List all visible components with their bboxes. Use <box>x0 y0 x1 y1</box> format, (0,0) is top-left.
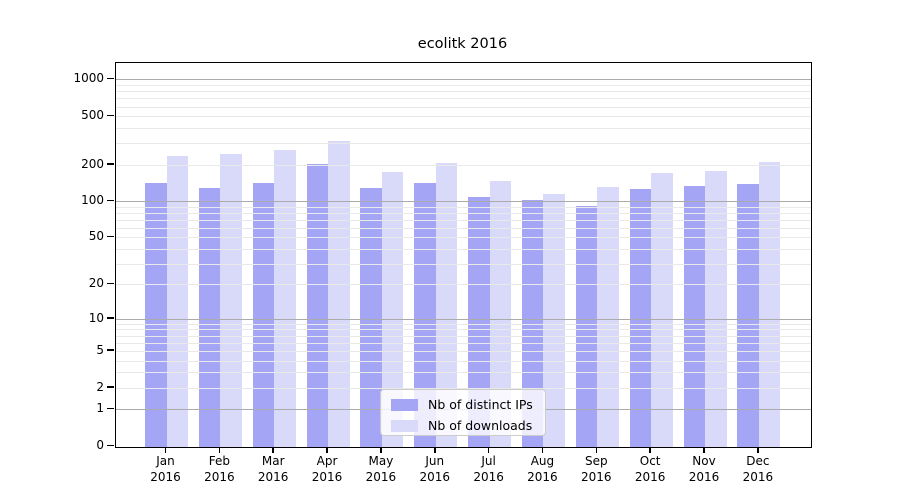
legend-item-downloads: Nb of downloads <box>391 416 545 435</box>
x-tick-label: Sep 2016 <box>581 454 612 484</box>
bar-distinct-ips <box>629 189 652 447</box>
x-tick-label: May 2016 <box>365 454 397 484</box>
bar-downloads <box>597 187 619 447</box>
bar-downloads <box>166 155 188 447</box>
bar-distinct-ips <box>575 206 598 447</box>
bar-downloads <box>435 162 458 447</box>
x-tick-mark <box>380 447 382 453</box>
legend-label: Nb of distinct IPs <box>428 397 533 412</box>
legend: Nb of distinct IPs Nb of downloads <box>380 389 546 436</box>
y-tick-label: 500 <box>81 108 104 123</box>
bar-downloads <box>489 180 512 447</box>
bar-downloads <box>274 149 296 447</box>
y-tick-label: 0 <box>96 438 104 452</box>
x-tick-label: Jan 2016 <box>150 454 181 484</box>
bar-downloads <box>220 153 242 447</box>
bar-distinct-ips <box>414 182 436 447</box>
bar-distinct-ips <box>683 185 705 447</box>
bar-distinct-ips <box>198 187 221 447</box>
y-tick-mark <box>107 386 114 388</box>
legend-swatch <box>391 419 418 432</box>
y-tick-mark <box>107 349 114 351</box>
bar-distinct-ips <box>145 182 167 447</box>
y-tick-mark <box>107 199 114 202</box>
y-tick-mark <box>107 407 114 410</box>
x-tick-mark <box>218 447 221 453</box>
y-tick-label: 1000 <box>73 71 104 86</box>
bar-downloads <box>381 172 404 447</box>
x-tick-mark <box>164 447 167 453</box>
y-tick-label: 50 <box>88 229 104 244</box>
bar-downloads <box>543 193 565 447</box>
y-tick-label: 5 <box>96 342 104 357</box>
y-tick-label: 10 <box>88 310 104 325</box>
legend-item-distinct-ips: Nb of distinct IPs <box>391 395 545 414</box>
plot-area: Nb of distinct IPs Nb of downloads <box>115 62 812 448</box>
x-tick-mark <box>757 447 759 453</box>
bar-downloads <box>651 173 673 447</box>
y-tick-label: 20 <box>88 276 104 291</box>
x-tick-mark <box>595 447 598 453</box>
y-tick-label: 2 <box>96 379 104 394</box>
bar-distinct-ips <box>306 163 329 447</box>
legend-label: Nb of downloads <box>428 418 533 433</box>
bar-distinct-ips <box>252 182 275 447</box>
chart-title: ecolitk 2016 <box>417 36 508 52</box>
x-tick-mark <box>541 447 544 453</box>
x-tick-mark <box>703 447 705 453</box>
y-tick-label: 200 <box>81 156 104 171</box>
x-tick-mark <box>649 447 651 453</box>
x-tick-mark <box>487 447 490 453</box>
x-tick-label: Apr 2016 <box>311 454 343 484</box>
bar-downloads <box>705 170 727 447</box>
y-tick-mark <box>107 114 114 117</box>
y-tick-label: 1 <box>96 401 104 416</box>
legend-swatch <box>391 398 418 411</box>
y-tick-label: 100 <box>81 193 104 208</box>
x-tick-label: Jun 2016 <box>419 454 451 484</box>
y-tick-mark <box>107 77 114 80</box>
x-tick-label: Oct 2016 <box>634 454 666 484</box>
bar-downloads <box>328 141 350 447</box>
y-tick-mark <box>107 317 114 319</box>
bar-distinct-ips <box>360 187 382 447</box>
y-tick-mark <box>107 282 114 285</box>
x-tick-mark <box>326 447 328 453</box>
y-tick-mark <box>107 163 114 165</box>
bar-downloads <box>758 162 781 447</box>
x-tick-mark <box>434 447 436 453</box>
bar-distinct-ips <box>737 184 759 447</box>
bar-distinct-ips <box>521 200 544 447</box>
x-tick-label: Dec 2016 <box>742 454 774 484</box>
y-tick-mark <box>107 444 114 446</box>
x-tick-mark <box>272 447 274 453</box>
y-tick-mark <box>107 235 114 238</box>
bar-distinct-ips <box>468 196 490 447</box>
x-tick-label: Aug 2016 <box>527 454 558 484</box>
x-tick-label: Jul 2016 <box>473 454 504 484</box>
x-tick-label: Nov 2016 <box>688 454 720 484</box>
x-tick-label: Feb 2016 <box>204 454 235 484</box>
x-tick-label: Mar 2016 <box>257 454 289 484</box>
